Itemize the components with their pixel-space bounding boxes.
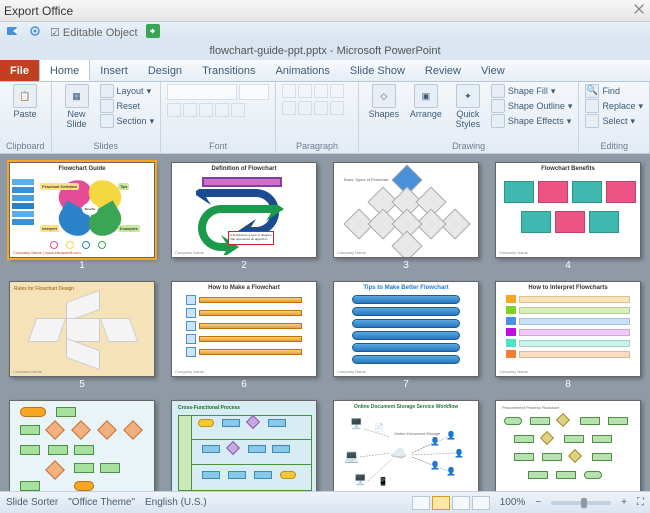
slide-thumb-3[interactable]: Basic Types of Flowchart Company Name 3 [332,162,480,271]
slide-title: Tips to Make Better Flowchart [334,282,478,292]
tab-animations[interactable]: Animations [265,60,339,81]
find-button[interactable]: 🔍Find [585,84,643,98]
slide-thumb-12[interactable]: Procurement Process Flowchart 12 [494,400,642,491]
slide-title: How to Interpret Flowcharts [496,282,640,292]
ribbon: 📋Paste Clipboard ▦New Slide Layout ▾ Res… [0,82,650,154]
editable-checkbox-label[interactable]: ☑ Editable Object [50,26,138,39]
status-lang[interactable]: English (U.S.) [145,497,207,508]
shapes-button[interactable]: ◇Shapes [365,84,403,119]
reset-button[interactable]: Reset [100,99,155,113]
slide-number: 5 [79,379,85,390]
document-title: flowchart-guide-ppt.pptx - Microsoft Pow… [0,42,650,60]
tab-view[interactable]: View [471,60,515,81]
slide-sorter-area: Flowchart Guide Benefits Flowchart Defin… [0,154,650,491]
slide-footer: Company Name [337,250,366,255]
app-title: Export Office [4,4,73,18]
status-bar: Slide Sorter "Office Theme" English (U.S… [0,491,650,513]
shape-outline-button[interactable]: Shape Outline ▾ [491,99,573,113]
slide-footer: Company Name [175,369,204,374]
slide-title: How to Make a Flowchart [172,282,316,292]
slide-thumb-11[interactable]: Online Document Storage Service Workflow… [332,400,480,491]
tab-file[interactable]: File [0,60,39,81]
group-clipboard: 📋Paste Clipboard [0,82,52,153]
view-buttons [412,496,490,510]
zoom-slider[interactable] [551,501,611,505]
slide-footer: Company Name [499,369,528,374]
group-slides: ▦New Slide Layout ▾ Reset Section ▾ Slid… [52,82,162,153]
slide-number: 3 [403,260,409,271]
export-icon[interactable] [6,24,20,41]
slide-thumb-9[interactable]: 9 [8,400,156,491]
slide-number: 6 [241,379,247,390]
slide-title: Flowchart Guide [10,163,154,173]
paste-button[interactable]: 📋Paste [6,84,44,119]
shape-effects-button[interactable]: Shape Effects ▾ [491,114,573,128]
quick-styles-button[interactable]: ✦Quick Styles [449,84,487,129]
zoom-out-button[interactable]: − [535,497,541,508]
view-sorter-button[interactable] [432,496,450,510]
app-titlebar: Export Office [0,0,650,22]
slide-footer: Company Name | www.edrawsoft.com [13,250,81,255]
tab-slideshow[interactable]: Slide Show [340,60,415,81]
slide-footer: Company Name [499,250,528,255]
zoom-fit-button[interactable]: ⛶ [637,497,644,508]
slide-thumb-5[interactable]: Rules for Flowchart Design Company Name … [8,281,156,390]
zoom-level[interactable]: 100% [500,497,526,508]
slide-thumb-10[interactable]: Cross-Functional Process 10 [170,400,318,491]
slide-thumb-7[interactable]: Tips to Make Better Flowchart Company Na… [332,281,480,390]
slide-number: 4 [565,260,571,271]
group-editing: 🔍Find Replace ▾ Select ▾ Editing [579,82,650,153]
slide-footer: Company Name [13,369,42,374]
slide-number: 1 [79,260,85,271]
go-icon[interactable] [146,24,160,41]
arrange-button[interactable]: ▣Arrange [407,84,445,119]
shape-fill-button[interactable]: Shape Fill ▾ [491,84,573,98]
slide-title: Flowchart Benefits [496,163,640,173]
tab-design[interactable]: Design [138,60,192,81]
quick-access-toolbar: ☑ Editable Object [0,22,650,42]
slide-footer: Company Name [175,250,204,255]
tab-insert[interactable]: Insert [90,60,138,81]
slide-number: 7 [403,379,409,390]
tab-review[interactable]: Review [415,60,471,81]
select-button[interactable]: Select ▾ [585,114,643,128]
status-view: Slide Sorter [6,497,58,508]
close-icon[interactable] [632,2,646,19]
slide-title: Definition of Flowchart [172,163,316,173]
tab-home[interactable]: Home [39,60,90,81]
slide-footer: Company Name [337,369,366,374]
layout-button[interactable]: Layout ▾ [100,84,155,98]
ribbon-tabs: File Home Insert Design Transitions Anim… [0,60,650,82]
slide-thumb-6[interactable]: How to Make a Flowchart Company Name 6 [170,281,318,390]
slide-thumb-1[interactable]: Flowchart Guide Benefits Flowchart Defin… [8,162,156,271]
group-paragraph: Paragraph [276,82,359,153]
status-theme: "Office Theme" [68,497,135,508]
zoom-in-button[interactable]: + [621,497,627,508]
slide-thumb-8[interactable]: How to Interpret Flowcharts Company Name… [494,281,642,390]
section-button[interactable]: Section ▾ [100,114,155,128]
slide-thumb-4[interactable]: Flowchart Benefits Company Name 4 [494,162,642,271]
gear-icon[interactable] [28,24,42,41]
new-slide-button[interactable]: ▦New Slide [58,84,96,129]
group-font: Font [161,82,276,153]
view-normal-button[interactable] [412,496,430,510]
replace-button[interactable]: Replace ▾ [585,99,643,113]
group-drawing: ◇Shapes ▣Arrange ✦Quick Styles Shape Fil… [359,82,580,153]
slide-number: 2 [241,260,247,271]
slide-number: 8 [565,379,571,390]
view-slideshow-button[interactable] [472,496,490,510]
tab-transitions[interactable]: Transitions [192,60,265,81]
view-reading-button[interactable] [452,496,470,510]
slide-thumb-2[interactable]: Definition of Flowchart A flowchart is a… [170,162,318,271]
